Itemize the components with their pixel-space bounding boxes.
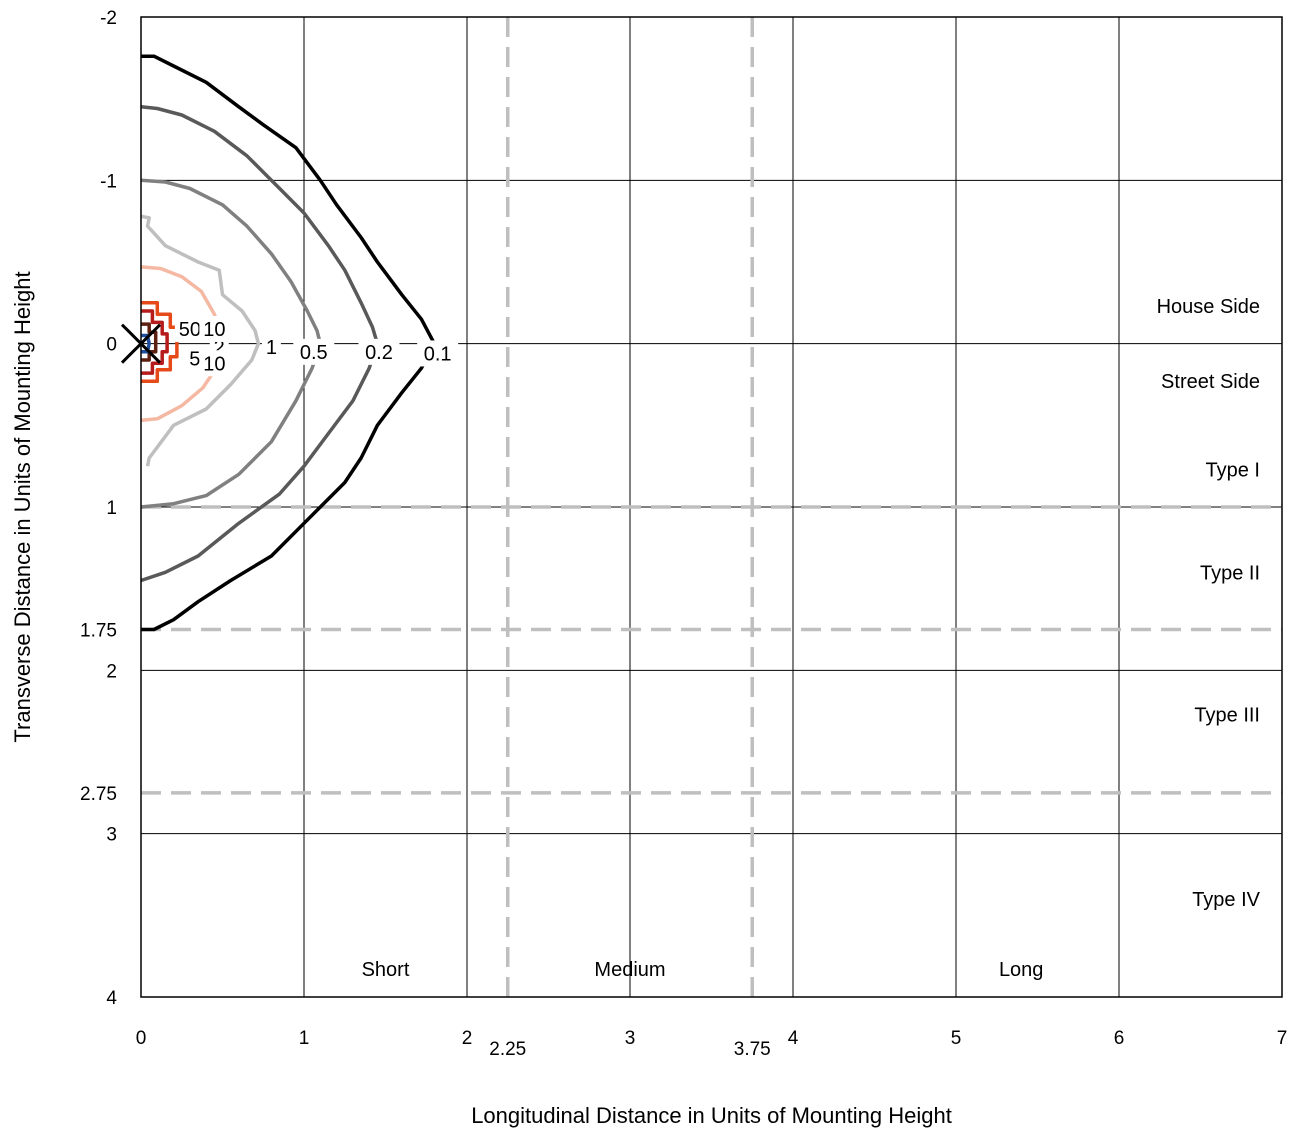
- x-tick-label-7: 7: [1277, 1028, 1288, 1049]
- region-label-type-iii: Type III: [1194, 704, 1260, 726]
- region-label-long: Long: [999, 959, 1044, 981]
- y-tick-label-1.75: 1.75: [80, 621, 117, 642]
- x-tick-label-3.75: 3.75: [734, 1039, 771, 1060]
- y-tick-label-4: 4: [106, 988, 117, 1009]
- y-tick-label--1: -1: [100, 171, 117, 192]
- contour-label-bg: [199, 350, 230, 377]
- contour-label-0: 0.1: [417, 340, 459, 367]
- y-tick-label--2: -2: [100, 8, 117, 29]
- contour-labels: 0.1 0.2 0.5 1 25 50 10 10: [174, 315, 459, 377]
- x-tick-label-2: 2: [462, 1028, 473, 1049]
- contour-0_5-2: [140, 178, 323, 509]
- plot-area: [140, 16, 1283, 998]
- contour-center-8: [141, 333, 151, 354]
- contour-label-text: 0.2: [365, 342, 393, 364]
- contour-0_2-1: [140, 105, 380, 583]
- contour-label-text: 2: [214, 337, 225, 359]
- contour-10-6: [141, 309, 169, 375]
- x-tick-label-6: 6: [1114, 1028, 1125, 1049]
- contour-0_1-0: [141, 54, 437, 632]
- contour-label-bg: [261, 333, 281, 360]
- reference-lines: [141, 17, 1282, 997]
- region-label-street-side: Street Side: [1161, 371, 1260, 393]
- y-tick-label-2: 2: [106, 661, 117, 682]
- contour-lines: [140, 54, 437, 632]
- y-tick-label-0: 0: [106, 335, 117, 356]
- contour-1-3: [140, 214, 261, 467]
- contour-label-bg: [358, 338, 400, 365]
- contour-label-bg: [417, 340, 459, 367]
- region-label-short: Short: [362, 959, 410, 981]
- x-tick-label-5: 5: [951, 1028, 962, 1049]
- x-tick-label-3: 3: [625, 1028, 636, 1049]
- contour-label-text: 0.5: [300, 342, 328, 364]
- region-labels: House Side Street Side Type I Type II Type I…: [362, 296, 1261, 981]
- x-tick-label-1: 1: [299, 1028, 310, 1049]
- contour-label-text: 5: [189, 348, 200, 370]
- contour-label-text: 50: [179, 319, 201, 341]
- y-tick-label-1: 1: [106, 498, 117, 519]
- x-axis-title: Longitudinal Distance in Units of Mounti…: [471, 1103, 952, 1128]
- contour-label-bg: [293, 338, 335, 365]
- contour-label-2: 0.5: [293, 338, 335, 365]
- contour-label-1: 0.2: [358, 338, 400, 365]
- region-label-type-iv: Type IV: [1192, 889, 1260, 911]
- x-tick-label-0: 0: [136, 1028, 147, 1049]
- region-label-medium: Medium: [594, 959, 665, 981]
- contour-5-5: [141, 301, 179, 383]
- y-tick-label-3: 3: [106, 825, 117, 846]
- contour-label-text: 1: [266, 337, 277, 359]
- contour-label-text: 0.1: [424, 343, 452, 365]
- contour-label-3: 1: [261, 333, 281, 360]
- contour-label-bg: [199, 315, 230, 342]
- y-axis-title: Transverse Distance in Units of Mounting…: [10, 271, 35, 742]
- region-label-type-i: Type I: [1206, 459, 1260, 481]
- region-label-type-ii: Type II: [1200, 562, 1260, 584]
- contour-label-text: 10: [203, 353, 225, 375]
- contour-label-text: 10: [203, 319, 225, 341]
- x-tick-label-2.25: 2.25: [489, 1039, 526, 1060]
- tick-labels: 0 1 2 3 4 5 6 7 2.25 3.75 -2 -1 0 1 1.75 2 2.75 3 4: [80, 8, 1287, 1060]
- x-tick-label-4: 4: [788, 1028, 799, 1049]
- region-label-house-side: House Side: [1157, 296, 1260, 318]
- contour-label-8: 10: [199, 350, 230, 377]
- contour-label-7: 10: [199, 315, 230, 342]
- y-tick-label-2.75: 2.75: [80, 784, 117, 805]
- contour-50-7: [141, 322, 158, 362]
